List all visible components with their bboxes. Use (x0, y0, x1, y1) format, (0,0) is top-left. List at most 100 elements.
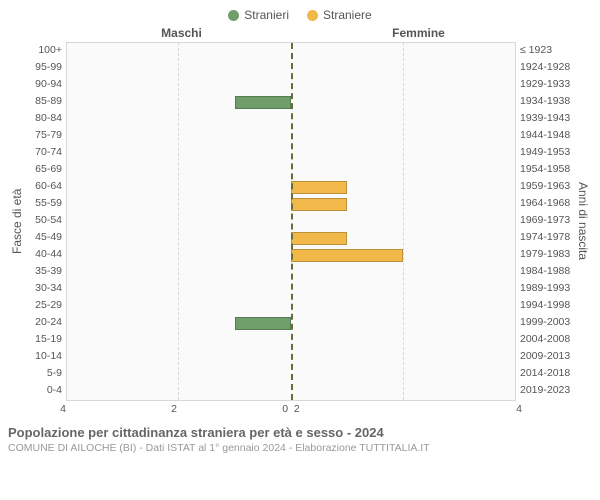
bar-row-male (67, 196, 291, 213)
birth-year-labels-column: ≤ 19231924-19281929-19331934-19381939-19… (516, 42, 574, 401)
age-label: 75-79 (26, 127, 62, 144)
age-label: 55-59 (26, 195, 62, 212)
chart-title: Popolazione per cittadinanza straniera p… (8, 425, 592, 440)
bar-row-male (67, 230, 291, 247)
legend-swatch-female (307, 10, 318, 21)
birth-year-label: 1974-1978 (520, 229, 574, 246)
bar-row-male (67, 349, 291, 366)
age-label: 20-24 (26, 314, 62, 331)
column-headers: Maschi Femmine (8, 26, 592, 40)
birth-year-label: 1989-1993 (520, 280, 574, 297)
y-axis-title-left: Fasce di età (8, 42, 26, 401)
bar-row-female (291, 383, 515, 400)
bar-row-female (291, 298, 515, 315)
bar-female (291, 249, 403, 262)
age-label: 80-84 (26, 110, 62, 127)
birth-year-label: 1969-1973 (520, 212, 574, 229)
birth-year-label: 1939-1943 (520, 110, 574, 127)
age-label: 90-94 (26, 76, 62, 93)
bar-row-male (67, 264, 291, 281)
age-label: 30-34 (26, 280, 62, 297)
bar-row-male (67, 111, 291, 128)
bar-row-female (291, 94, 515, 111)
bar-row-male (67, 366, 291, 383)
age-label: 0-4 (26, 382, 62, 399)
birth-year-label: 1979-1983 (520, 246, 574, 263)
birth-year-label: 1944-1948 (520, 127, 574, 144)
birth-year-label: 2004-2008 (520, 331, 574, 348)
plot-female (291, 43, 516, 400)
birth-year-label: 1934-1938 (520, 93, 574, 110)
age-label: 50-54 (26, 212, 62, 229)
age-label: 35-39 (26, 263, 62, 280)
bar-female (291, 181, 347, 194)
bar-row-male (67, 213, 291, 230)
age-label: 40-44 (26, 246, 62, 263)
birth-year-label: 1924-1928 (520, 59, 574, 76)
header-male: Maschi (63, 26, 300, 40)
x-axis: 42024 (8, 403, 592, 415)
age-labels-column: 100+95-9990-9485-8980-8475-7970-7465-696… (26, 42, 66, 401)
legend-item-female: Straniere (307, 8, 372, 22)
birth-year-label: ≤ 1923 (520, 42, 574, 59)
birth-year-label: 1949-1953 (520, 144, 574, 161)
bar-row-male (67, 281, 291, 298)
bar-row-male (67, 332, 291, 349)
legend-label-female: Straniere (323, 8, 372, 22)
bar-row-male (67, 94, 291, 111)
bar-row-male (67, 162, 291, 179)
birth-year-label: 1999-2003 (520, 314, 574, 331)
bar-row-female (291, 43, 515, 60)
bar-row-male (67, 247, 291, 264)
age-label: 65-69 (26, 161, 62, 178)
bar-row-male (67, 60, 291, 77)
y-axis-title-right: Anni di nascita (574, 42, 592, 401)
bar-row-male (67, 128, 291, 145)
age-label: 10-14 (26, 348, 62, 365)
age-label: 25-29 (26, 297, 62, 314)
birth-year-label: 1994-1998 (520, 297, 574, 314)
bar-row-female (291, 145, 515, 162)
bar-row-female (291, 128, 515, 145)
bar-row-male (67, 383, 291, 400)
bar-row-male (67, 77, 291, 94)
bar-row-male (67, 179, 291, 196)
age-label: 100+ (26, 42, 62, 59)
bar-row-female (291, 230, 515, 247)
bar-row-female (291, 264, 515, 281)
center-divider (291, 43, 293, 400)
legend-item-male: Stranieri (228, 8, 289, 22)
population-pyramid-chart: Fasce di età 100+95-9990-9485-8980-8475-… (8, 42, 592, 401)
bar-row-male (67, 145, 291, 162)
bar-row-female (291, 281, 515, 298)
bar-row-female (291, 60, 515, 77)
age-label: 15-19 (26, 331, 62, 348)
plot-area (66, 42, 516, 401)
bar-female (291, 198, 347, 211)
bar-male (235, 317, 291, 330)
bar-male (235, 96, 291, 109)
birth-year-label: 2014-2018 (520, 365, 574, 382)
legend: Stranieri Straniere (8, 8, 592, 22)
birth-year-label: 1954-1958 (520, 161, 574, 178)
x-tick: 0 (282, 403, 288, 415)
bar-row-female (291, 162, 515, 179)
bar-row-female (291, 213, 515, 230)
legend-swatch-male (228, 10, 239, 21)
bar-row-female (291, 196, 515, 213)
bar-row-male (67, 43, 291, 60)
bar-row-female (291, 349, 515, 366)
bar-row-male (67, 315, 291, 332)
bar-row-female (291, 247, 515, 264)
bar-row-female (291, 315, 515, 332)
birth-year-label: 2009-2013 (520, 348, 574, 365)
birth-year-label: 1929-1933 (520, 76, 574, 93)
plot-male (66, 43, 291, 400)
x-tick: 4 (516, 403, 522, 415)
bar-row-male (67, 298, 291, 315)
chart-subtitle: COMUNE DI AILOCHE (BI) - Dati ISTAT al 1… (8, 442, 592, 454)
birth-year-label: 1984-1988 (520, 263, 574, 280)
birth-year-label: 1964-1968 (520, 195, 574, 212)
bar-row-female (291, 111, 515, 128)
age-label: 45-49 (26, 229, 62, 246)
